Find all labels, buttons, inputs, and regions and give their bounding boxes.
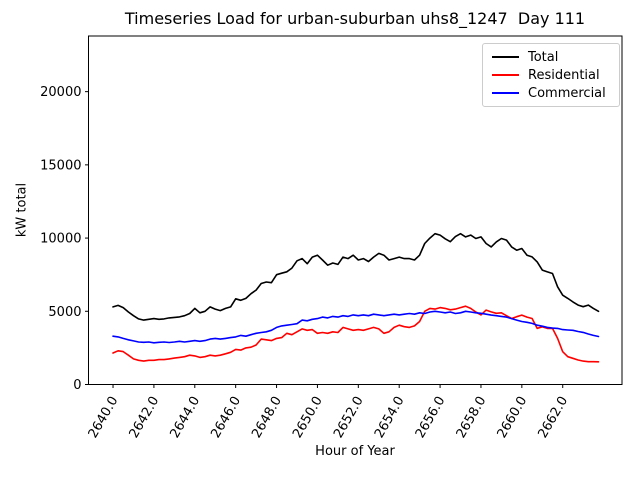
- legend-label-total: Total: [528, 49, 559, 65]
- x-tick-label: 2644.0: [168, 394, 204, 441]
- x-tick-label: 2660.0: [495, 394, 531, 441]
- x-tick-label: 2648.0: [249, 394, 285, 441]
- x-tick-label: 2640.0: [86, 394, 122, 441]
- y-tick-label: 0: [73, 378, 81, 393]
- x-tick-label: 2654.0: [372, 394, 408, 441]
- legend: Total Residential Commercial: [482, 43, 620, 107]
- x-tick-label: 2662.0: [535, 394, 571, 441]
- y-axis-label: kW total: [14, 182, 30, 238]
- x-tick-label: 2658.0: [454, 394, 490, 441]
- legend-entry-total: Total: [492, 51, 610, 64]
- series-line-residential: [112, 305, 600, 363]
- y-tick-label: 15000: [40, 158, 81, 173]
- axes-frame: [88, 35, 623, 385]
- legend-entry-commercial: Commercial: [492, 87, 610, 100]
- series-line-commercial: [112, 310, 600, 344]
- chart-title: Timeseries Load for urban-suburban uhs8_…: [124, 9, 586, 28]
- legend-label-residential: Residential: [528, 67, 600, 83]
- legend-label-commercial: Commercial: [528, 85, 606, 101]
- y-tick-label: 5000: [48, 305, 81, 320]
- y-tick-label: 20000: [40, 85, 81, 100]
- x-tick-label: 2646.0: [208, 394, 244, 441]
- series-line-total: [112, 232, 600, 321]
- x-axis-label: Hour of Year: [315, 444, 395, 459]
- x-tick-label: 2650.0: [290, 394, 326, 441]
- total-line-swatch: [492, 56, 519, 58]
- y-tick-label: 10000: [40, 232, 81, 247]
- x-tick-label: 2642.0: [127, 394, 163, 441]
- x-tick-label: 2652.0: [331, 394, 367, 441]
- x-tick-label: 2656.0: [413, 394, 449, 441]
- residential-line-swatch: [492, 74, 519, 76]
- commercial-line-swatch: [492, 92, 519, 94]
- legend-entry-residential: Residential: [492, 69, 610, 82]
